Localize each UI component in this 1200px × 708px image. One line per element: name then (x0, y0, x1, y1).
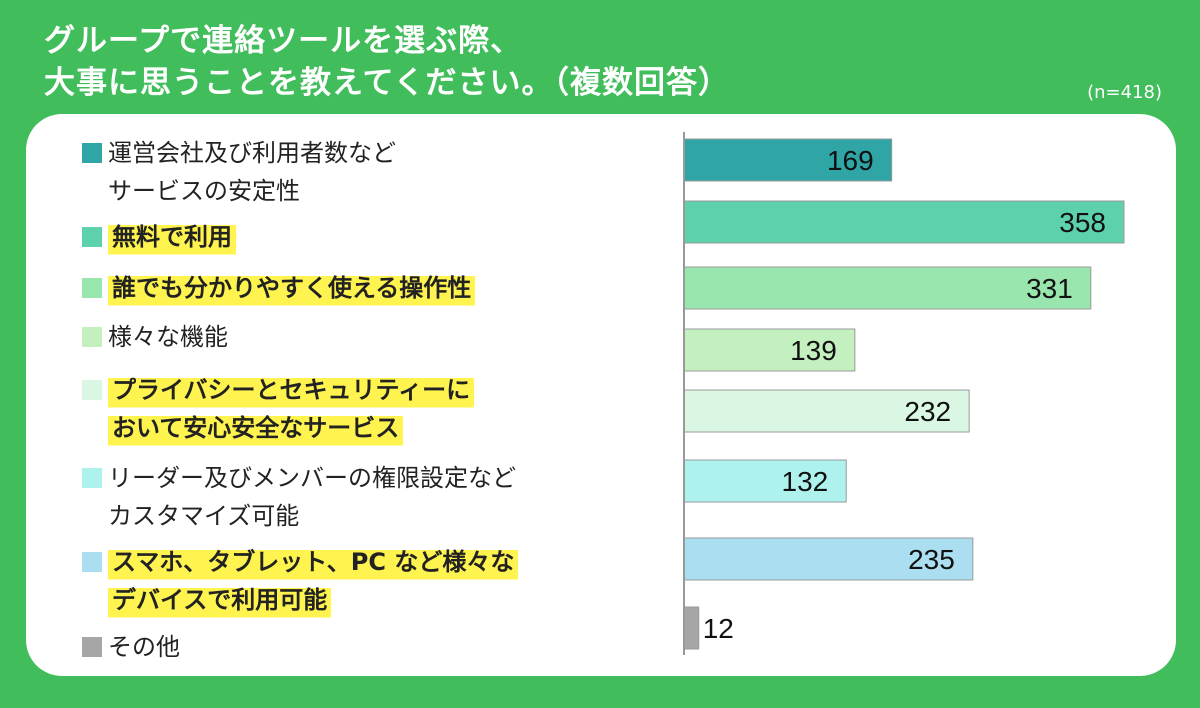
category-text: プライバシーとセキュリティーに おいて安心安全なサービス (108, 371, 475, 447)
value-label-6: 235 (908, 544, 955, 575)
bar-1 (683, 200, 1125, 244)
bar-7 (683, 606, 700, 650)
category-text-line: 無料で利用 (108, 218, 236, 256)
category-text: その他 (108, 628, 180, 666)
category-label-0: 運営会社及び利用者数など サービスの安定性 (82, 134, 396, 210)
bar-5 (683, 459, 847, 503)
category-text: スマホ、タブレット、PC など様々な デバイスで利用可能 (108, 543, 519, 619)
category-text: 運営会社及び利用者数など サービスの安定性 (108, 134, 396, 210)
category-text-line: 様々な機能 (108, 323, 228, 351)
category-text: 誰でも分かりやすく使える操作性 (108, 269, 476, 307)
legend-swatch (82, 143, 102, 163)
category-text-line: スマホ、タブレット、PC など様々な (108, 543, 519, 581)
category-label-5: リーダー及びメンバーの権限設定など カスタマイズ可能 (82, 459, 516, 535)
category-label-3: 様々な機能 (82, 318, 228, 356)
bar-6 (683, 537, 974, 581)
value-label-4: 232 (904, 396, 951, 427)
category-text-line: デバイスで利用可能 (108, 581, 332, 619)
category-text-line: リーダー及びメンバーの権限設定など (108, 464, 516, 492)
value-label-5: 132 (782, 466, 829, 497)
value-label-2: 331 (1026, 273, 1073, 304)
title-line-1: グループで連絡ツールを選ぶ際、 (44, 23, 523, 59)
value-label-7: 12 (703, 613, 734, 644)
legend-swatch (82, 552, 102, 572)
title-line-2: 大事に思うことを教えてください。（複数回答） (44, 65, 731, 101)
legend-swatch (82, 637, 102, 657)
value-label-1: 358 (1059, 207, 1106, 238)
category-label-4: プライバシーとセキュリティーに おいて安心安全なサービス (82, 371, 475, 447)
category-text-line: 誰でも分かりやすく使える操作性 (108, 269, 476, 307)
category-label-7: その他 (82, 628, 180, 666)
category-label-6: スマホ、タブレット、PC など様々な デバイスで利用可能 (82, 543, 519, 619)
category-text: 様々な機能 (108, 318, 228, 356)
category-text-line: その他 (108, 633, 180, 661)
legend-swatch (82, 468, 102, 488)
legend-swatch (82, 380, 102, 400)
category-text-line: カスタマイズ可能 (108, 502, 300, 530)
legend-swatch (82, 278, 102, 298)
legend-swatch (82, 227, 102, 247)
category-text: リーダー及びメンバーの権限設定など カスタマイズ可能 (108, 459, 516, 535)
bar-4 (683, 389, 970, 433)
category-label-1: 無料で利用 (82, 218, 236, 256)
bar-2 (683, 266, 1092, 310)
value-label-3: 139 (790, 335, 837, 366)
category-text-line: プライバシーとセキュリティーに (108, 371, 475, 409)
value-label-0: 169 (827, 145, 874, 176)
category-text-line: サービスの安定性 (108, 177, 300, 205)
bar-0 (683, 138, 893, 182)
category-label-2: 誰でも分かりやすく使える操作性 (82, 269, 476, 307)
category-text-line: おいて安心安全なサービス (108, 409, 404, 447)
chart-title: グループで連絡ツールを選ぶ際、 大事に思うことを教えてください。（複数回答） (44, 20, 730, 104)
legend-swatch (82, 327, 102, 347)
category-text-line: 運営会社及び利用者数など (108, 139, 396, 167)
category-text: 無料で利用 (108, 218, 236, 256)
bar-3 (683, 328, 856, 372)
sample-size-label: (n=418) (1087, 82, 1162, 103)
